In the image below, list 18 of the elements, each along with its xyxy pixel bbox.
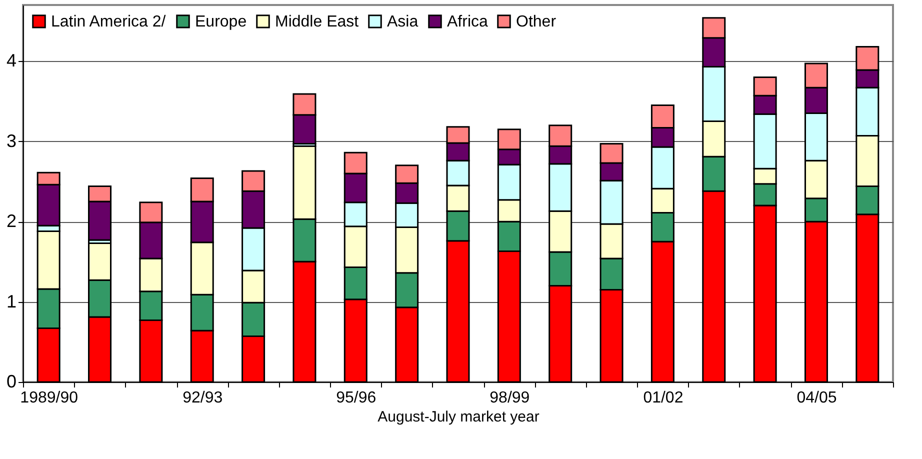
y-tick-label: 4 bbox=[6, 50, 16, 71]
x-tick-label: 1989/90 bbox=[20, 390, 78, 406]
y-tick-label: 3 bbox=[6, 130, 16, 151]
legend-label: Africa bbox=[447, 13, 488, 30]
legend-label: Europe bbox=[195, 13, 247, 30]
y-tick-label: 1 bbox=[6, 291, 16, 312]
x-tick-label: 98/99 bbox=[490, 390, 530, 406]
y-tick-label: 0 bbox=[6, 372, 16, 392]
x-tick-label: 04/05 bbox=[796, 390, 837, 406]
y-tick-label: 2 bbox=[6, 211, 16, 232]
x-tick-label: 01/02 bbox=[643, 390, 684, 406]
legend-label: Middle East bbox=[275, 13, 360, 30]
legend-label: Other bbox=[516, 13, 557, 30]
x-axis-title: August-July market year bbox=[378, 408, 540, 426]
x-tick-label: 92/93 bbox=[182, 390, 223, 406]
legend-label: Latin America 2/ bbox=[51, 13, 166, 30]
legend-label: Asia bbox=[387, 13, 418, 30]
x-tick-label: 95/96 bbox=[336, 390, 376, 406]
